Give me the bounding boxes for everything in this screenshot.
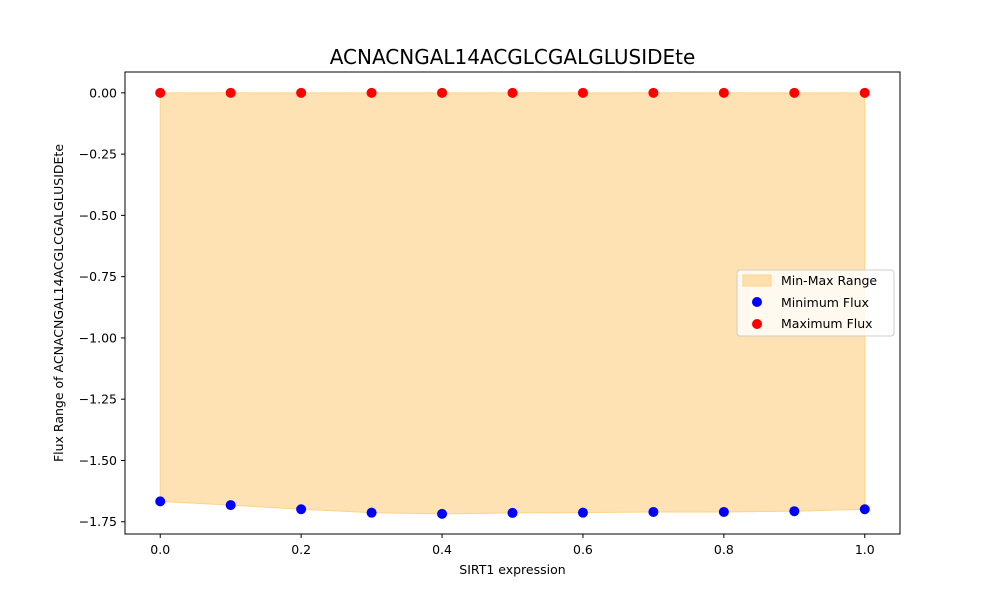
minimum-flux-point [225, 500, 236, 511]
y-tick-label: −1.50 [79, 453, 117, 468]
minimum-flux-point [577, 507, 588, 518]
maximum-flux-point [155, 87, 166, 98]
maximum-flux-point [296, 87, 307, 98]
y-tick-label: 0.00 [89, 85, 117, 100]
maximum-flux-point [577, 87, 588, 98]
legend: Min-Max Range Minimum Flux Maximum Flux [736, 269, 895, 337]
minimum-flux-point [437, 508, 448, 519]
x-axis-ticks: 0.0 0.2 0.4 0.6 0.8 1.0 [150, 534, 875, 557]
maximum-flux-point [507, 87, 518, 98]
chart-title: ACNACNGAL14ACGLCGALGLUSIDEte [330, 45, 696, 69]
y-tick-label: −0.25 [79, 147, 117, 162]
legend-maximum-marker [752, 319, 762, 329]
minimum-flux-point [718, 506, 729, 517]
x-tick-label: 0.0 [150, 542, 170, 557]
y-tick-label: −1.00 [79, 330, 117, 345]
maximum-flux-point [648, 87, 659, 98]
legend-label-minimum: Minimum Flux [781, 295, 869, 310]
legend-minimum-marker [752, 297, 762, 307]
minimum-flux-point [648, 506, 659, 517]
legend-label-range: Min-Max Range [781, 273, 877, 288]
x-tick-label: 1.0 [855, 542, 875, 557]
minimum-flux-point [789, 506, 800, 517]
maximum-flux-point [366, 87, 377, 98]
plot-frame [124, 71, 901, 535]
minimum-flux-point [296, 504, 307, 515]
legend-label-maximum: Maximum Flux [781, 316, 873, 331]
maximum-flux-points [155, 87, 870, 98]
y-axis-ticks: 0.00 −0.25 −0.50 −0.75 −1.00 −1.25 −1.50 −1.75 [79, 85, 125, 529]
y-tick-label: −0.75 [79, 269, 117, 284]
minimum-flux-point [507, 507, 518, 518]
minimum-flux-point [155, 496, 166, 507]
maximum-flux-point [437, 87, 448, 98]
maximum-flux-point [225, 87, 236, 98]
minimum-flux-point [859, 504, 870, 515]
minimum-flux-point [366, 507, 377, 518]
x-tick-label: 0.6 [573, 542, 593, 557]
minimum-flux-points [155, 496, 870, 519]
legend-range-swatch [742, 274, 772, 287]
y-tick-label: −1.75 [79, 514, 117, 529]
x-tick-label: 0.8 [714, 542, 734, 557]
y-axis-label: Flux Range of ACNACNGAL14ACGLCGALGLUSIDE… [51, 144, 66, 462]
y-tick-label: −0.50 [79, 208, 117, 223]
maximum-flux-point [718, 87, 729, 98]
x-tick-label: 0.4 [432, 542, 452, 557]
legend-box [736, 269, 895, 337]
maximum-flux-point [859, 87, 870, 98]
x-tick-label: 0.2 [291, 542, 311, 557]
x-axis-label: SIRT1 expression [459, 562, 565, 577]
y-tick-label: −1.25 [79, 392, 117, 407]
maximum-flux-point [789, 87, 800, 98]
